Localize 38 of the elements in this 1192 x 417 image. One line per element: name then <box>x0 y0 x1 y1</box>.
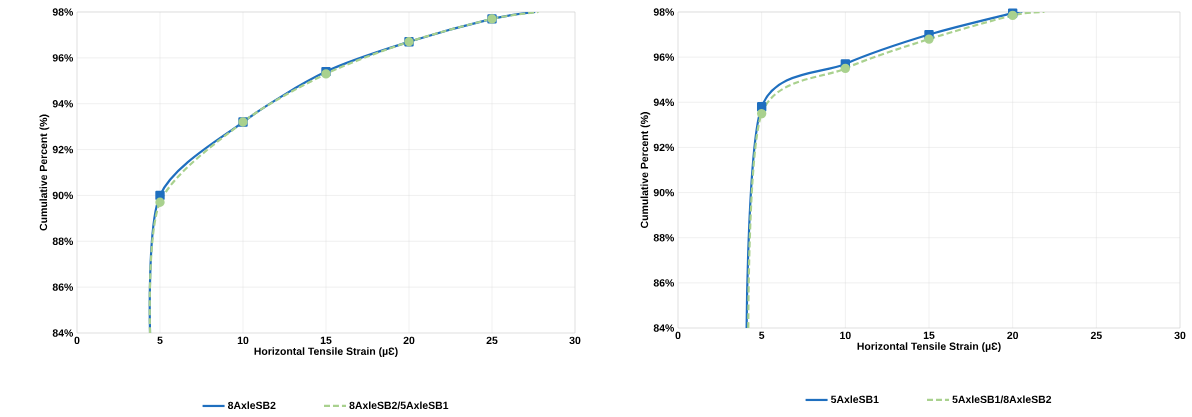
x-tick-label: 25 <box>486 336 498 345</box>
y-axis-title: Cumulative Percent (%) <box>39 114 50 231</box>
x-tick-label: 0 <box>74 336 80 345</box>
x-tick-label: 30 <box>569 336 581 345</box>
y-tick-label: 84% <box>653 324 675 332</box>
y-tick-label: 92% <box>52 145 74 154</box>
y-tick-label: 96% <box>52 54 74 62</box>
y-tick-label: 92% <box>653 143 675 152</box>
x-tick-label: 20 <box>403 336 415 345</box>
y-tick-label: 88% <box>52 237 74 245</box>
x-tick-label: 20 <box>1007 331 1019 340</box>
y-tick-label: 84% <box>52 329 74 337</box>
x-tick-label: 10 <box>237 336 249 345</box>
y-tick-label: 98% <box>52 8 74 16</box>
y-tick-label: 94% <box>653 98 675 106</box>
y-tick-label: 94% <box>52 100 74 108</box>
y-tick-label: 86% <box>653 279 675 287</box>
y-axis-title: Cumulative Percent (%) <box>640 112 651 228</box>
x-tick-label: 30 <box>1174 331 1186 340</box>
y-tick-label: 96% <box>653 53 675 61</box>
legend-label: 5AxleSB1 <box>830 395 879 404</box>
legend-label: 8AxleSB2/5AxleSB1 <box>349 401 449 410</box>
x-tick-label: 15 <box>923 331 935 339</box>
x-axis-title: Horizontal Tensile Strain (µƐ) <box>254 347 398 358</box>
x-axis-title: Horizontal Tensile Strain (µƐ) <box>857 342 1001 353</box>
y-tick-label: 90% <box>52 191 74 200</box>
y-tick-label: 88% <box>653 234 675 242</box>
y-tick-label: 86% <box>52 283 74 291</box>
x-tick-label: 15 <box>320 336 332 344</box>
legend-label: 8AxleSB2 <box>227 401 276 410</box>
x-tick-label: 5 <box>759 331 765 339</box>
y-tick-label: 90% <box>653 188 675 197</box>
y-tick-label: 98% <box>653 8 675 16</box>
x-tick-label: 25 <box>1090 331 1102 340</box>
x-tick-label: 0 <box>675 331 681 340</box>
x-tick-label: 5 <box>157 336 163 344</box>
legend-label: 5AxleSB1/8AxleSB2 <box>952 395 1052 404</box>
x-tick-label: 10 <box>840 331 851 340</box>
